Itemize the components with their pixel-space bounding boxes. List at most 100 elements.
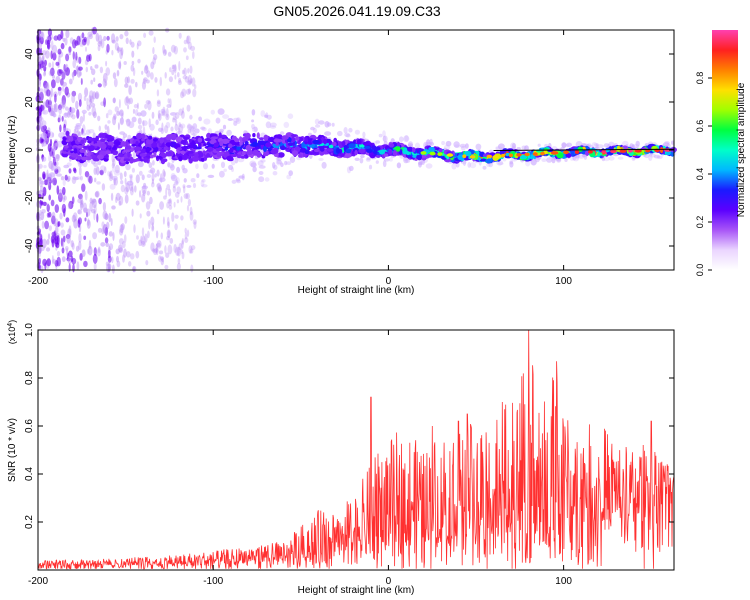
halo-blob: [617, 156, 624, 160]
noise-blob: [43, 80, 48, 89]
noise-blob: [43, 124, 46, 133]
noise-blob: [135, 174, 140, 184]
halo-blob: [62, 179, 66, 186]
halo-blob: [264, 177, 270, 182]
noise-blob: [71, 114, 76, 120]
noise-blob: [183, 178, 187, 183]
halo-blob: [146, 174, 152, 178]
band-blob: [406, 151, 410, 156]
noise-blob: [183, 193, 189, 199]
noise-blob: [178, 242, 183, 251]
band-blob: [140, 148, 147, 154]
noise-blob: [156, 182, 161, 190]
noise-blob: [71, 90, 77, 97]
band-blob: [113, 152, 118, 156]
noise-blob: [62, 37, 66, 42]
halo-blob: [111, 175, 118, 181]
band-blob: [291, 150, 299, 157]
noise-blob: [178, 108, 183, 116]
noise-blob: [124, 30, 129, 37]
band-blob: [421, 154, 426, 158]
noise-blob: [118, 195, 124, 206]
band-blob: [139, 153, 147, 157]
noise-blob: [83, 36, 87, 43]
halo-blob: [324, 121, 330, 128]
band-blob: [193, 153, 199, 158]
band-blob: [65, 130, 70, 137]
band-blob: [388, 149, 393, 155]
noise-blob: [160, 232, 163, 240]
band-blob: [213, 142, 219, 148]
noise-blob: [92, 91, 97, 100]
noise-blob: [136, 102, 139, 110]
noise-blob: [145, 79, 150, 84]
y-tick-label: 0.8: [24, 371, 35, 385]
noise-blob: [104, 213, 109, 221]
halo-blob: [445, 140, 452, 147]
halo-blob: [226, 129, 232, 136]
noise-blob: [92, 198, 97, 209]
halo-blob: [170, 174, 178, 182]
band-blob: [242, 139, 246, 143]
halo-blob: [51, 165, 58, 171]
noise-blob: [186, 205, 190, 212]
noise-blob: [83, 260, 88, 268]
noise-blob: [164, 49, 167, 55]
noise-blob: [52, 258, 57, 264]
noise-blob: [144, 103, 148, 110]
noise-blob: [132, 67, 136, 77]
halo-blob: [233, 121, 238, 126]
noise-blob: [72, 59, 76, 69]
band-blob: [659, 147, 664, 154]
band-blob: [252, 141, 258, 146]
noise-blob: [68, 200, 74, 210]
noise-blob: [37, 43, 43, 48]
halo-blob: [407, 143, 413, 147]
band-blob: [105, 134, 111, 139]
noise-blob: [58, 114, 62, 123]
noise-blob: [143, 65, 149, 74]
noise-blob: [46, 169, 49, 178]
band-blob: [88, 145, 95, 152]
halo-blob: [192, 132, 197, 137]
noise-blob: [65, 53, 70, 62]
noise-blob: [141, 193, 146, 203]
halo-blob: [201, 179, 206, 183]
noise-blob: [76, 65, 79, 75]
noise-blob: [129, 253, 135, 260]
noise-blob: [53, 103, 57, 110]
noise-blob: [42, 238, 47, 249]
noise-blob: [59, 212, 63, 220]
noise-blob: [98, 34, 103, 45]
noise-blob: [151, 178, 154, 185]
halo-blob: [211, 163, 215, 169]
noise-blob: [75, 100, 79, 110]
noise-blob: [173, 201, 176, 208]
halo-blob: [530, 158, 537, 166]
noise-blob: [45, 82, 49, 90]
noise-blob: [189, 206, 193, 216]
noise-blob: [158, 113, 162, 121]
halo-blob: [217, 108, 225, 115]
halo-blob: [287, 113, 294, 119]
noise-blob: [42, 171, 46, 180]
band-blob: [295, 135, 299, 141]
halo-blob: [258, 176, 265, 183]
noise-blob: [104, 213, 109, 220]
noise-blob: [116, 260, 121, 268]
halo-blob: [465, 143, 469, 149]
noise-blob: [83, 207, 88, 214]
band-blob: [81, 156, 88, 161]
noise-blob: [169, 237, 174, 244]
noise-blob: [178, 122, 182, 128]
noise-blob: [190, 264, 194, 273]
noise-blob: [132, 151, 136, 159]
halo-blob: [283, 121, 290, 128]
band-blob: [331, 141, 337, 147]
band-blob: [228, 143, 233, 149]
noise-blob: [192, 88, 197, 98]
noise-blob: [85, 66, 89, 73]
noise-blob: [120, 47, 124, 56]
halo-blob: [175, 130, 183, 135]
halo-blob: [388, 157, 393, 162]
